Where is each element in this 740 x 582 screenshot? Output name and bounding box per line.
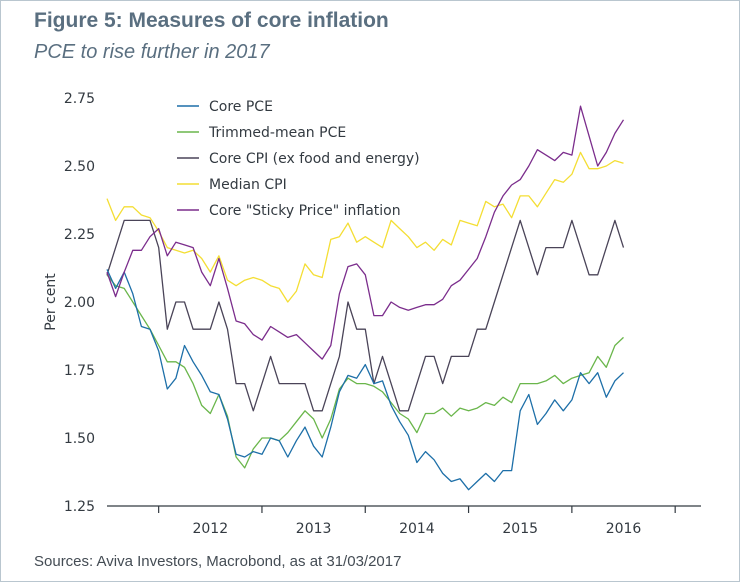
plot-area: [106, 105, 625, 491]
legend-label: Core "Sticky Price" inflation: [209, 203, 401, 219]
x-tick-label: 2012: [192, 521, 228, 537]
series-line-4: [106, 105, 625, 360]
source-note: Sources: Aviva Investors, Macrobond, as …: [34, 553, 402, 570]
legend: Core PCE Trimmed-mean PCE Core CPI (ex foo…: [177, 99, 420, 219]
figure-subtitle: PCE to rise further in 2017: [34, 41, 270, 63]
legend-label: Core PCE: [209, 99, 273, 115]
y-tick-label: 1.50: [64, 431, 95, 447]
x-tick-label: 2015: [502, 521, 538, 537]
x-tick-label: 2014: [399, 521, 435, 537]
x-tick-label: 2016: [606, 521, 642, 537]
x-tick-label: 2013: [296, 521, 332, 537]
y-axis-title: Per cent: [43, 273, 59, 331]
legend-label: Trimmed-mean PCE: [208, 125, 346, 141]
y-tick-label: 2.50: [64, 159, 95, 175]
y-tick-label: 1.25: [64, 499, 95, 515]
legend-label: Median CPI: [209, 177, 287, 193]
series-line-2: [106, 219, 625, 412]
axes: 1.25 1.50 1.75 2.00 2.25 2.50 2.75 2012 2013 2014…: [43, 91, 701, 537]
y-tick-label: 2.75: [64, 91, 95, 107]
y-tick-label: 1.75: [64, 363, 95, 379]
figure-title: Figure 5: Measures of core inflation: [34, 9, 389, 32]
series-line-0: [106, 269, 624, 491]
series-line-3: [106, 151, 624, 303]
y-tick-label: 2.25: [64, 227, 95, 243]
series-line-1: [106, 274, 624, 469]
legend-label: Core CPI (ex food and energy): [209, 151, 420, 167]
y-tick-label: 2.00: [64, 295, 95, 311]
